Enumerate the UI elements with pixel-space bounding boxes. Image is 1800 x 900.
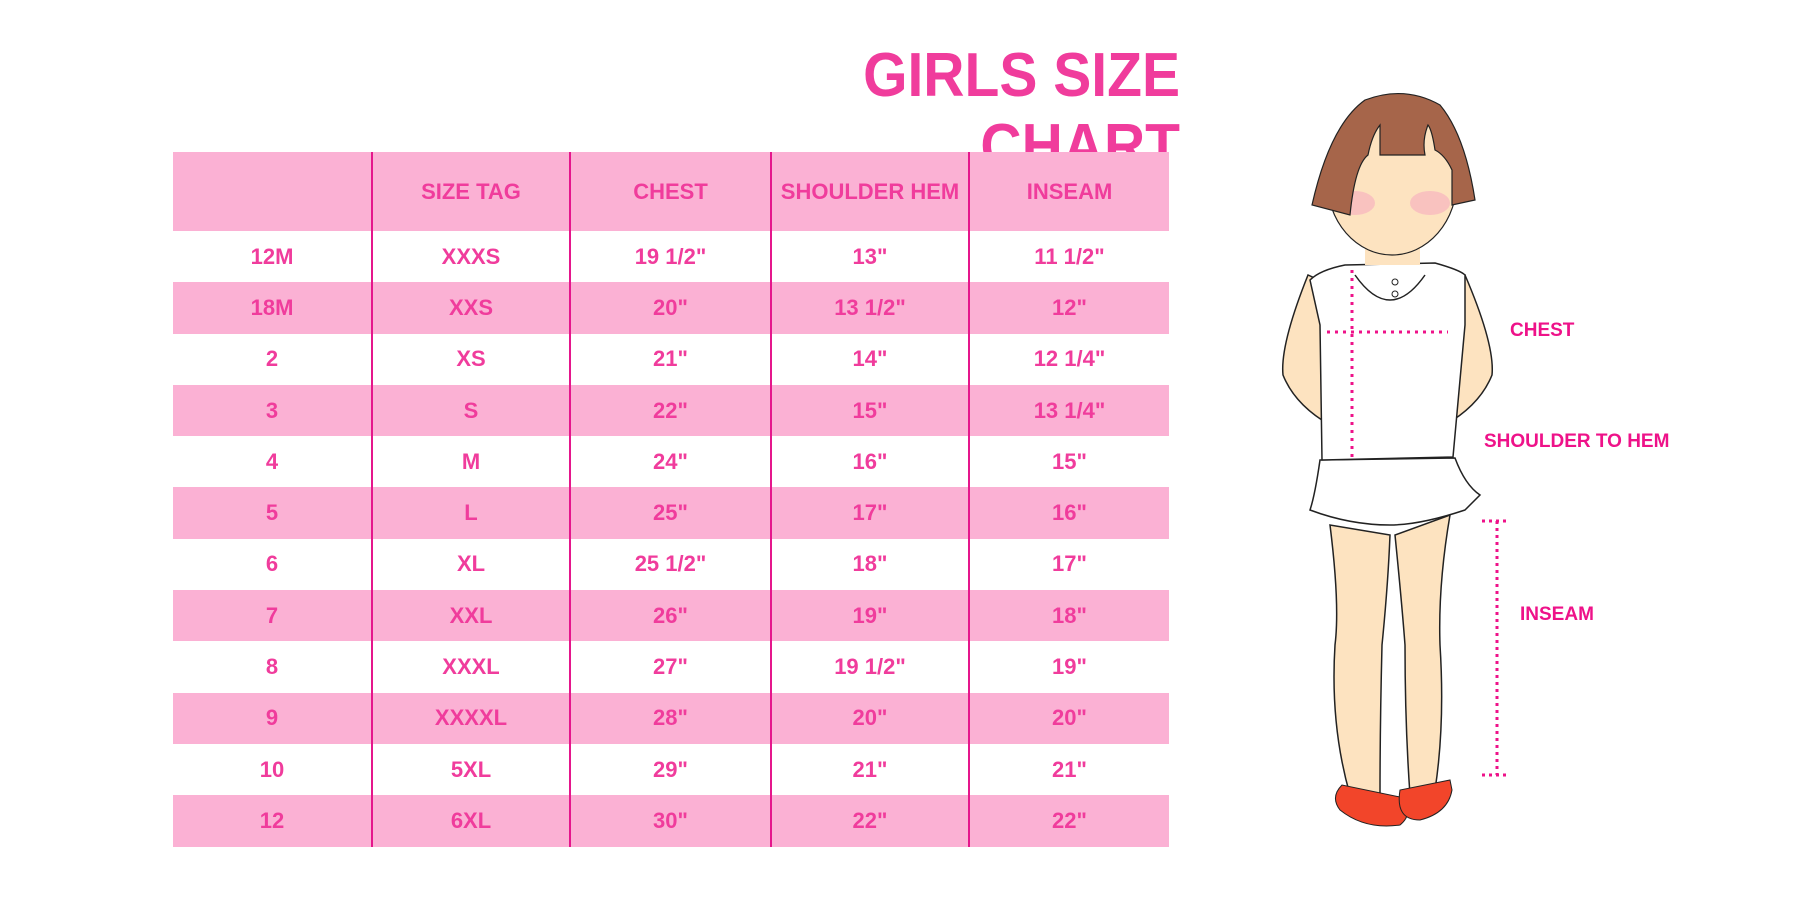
table-cell: 19" bbox=[968, 641, 1169, 693]
table-header-row: SIZE TAG CHEST SHOULDER HEM INSEAM bbox=[173, 152, 1169, 231]
table-cell: XXXS bbox=[371, 231, 570, 283]
table-cell: 9 bbox=[173, 692, 372, 744]
table-cell: 18" bbox=[968, 590, 1169, 642]
table-cell: 13 1/4" bbox=[968, 384, 1169, 437]
table-cell: 25" bbox=[569, 487, 771, 539]
table-cell: 10 bbox=[259, 756, 285, 782]
table-cell: 22" bbox=[569, 384, 771, 437]
table-row: 7 XXL 26" 19" 18" bbox=[173, 590, 1169, 642]
table-cell: 12 bbox=[173, 795, 372, 847]
inseam-label: INSEAM bbox=[1520, 604, 1594, 625]
table-cell: 21" bbox=[569, 333, 771, 385]
table-cell: 22" bbox=[968, 795, 1169, 847]
table-cell: 13 1/2" bbox=[770, 282, 969, 334]
table-cell: 15" bbox=[770, 384, 969, 437]
table-cell: 4 bbox=[265, 448, 279, 474]
size-table: SIZE TAG CHEST SHOULDER HEM INSEAM 12M XXXS 1… bbox=[173, 152, 1169, 847]
table-cell: 12M bbox=[250, 243, 294, 269]
table-cell: 21" bbox=[968, 743, 1169, 796]
table-cell: 21" bbox=[770, 743, 969, 796]
table-cell: 12 1/4" bbox=[968, 333, 1169, 385]
column-header bbox=[173, 152, 372, 231]
table-cell: 19" bbox=[770, 590, 969, 642]
table-cell: S bbox=[371, 384, 570, 437]
page-title: GIRLS SIZE CHART bbox=[863, 41, 1180, 181]
table-cell: 13" bbox=[770, 231, 969, 283]
table-cell: 17" bbox=[770, 487, 969, 539]
table-cell: 20" bbox=[968, 692, 1169, 744]
table-cell: 14" bbox=[770, 333, 969, 385]
table-cell: 18M bbox=[173, 282, 372, 334]
table-cell: 17" bbox=[968, 538, 1169, 591]
table-cell: 11 1/2" bbox=[968, 231, 1169, 283]
table-cell: 6 bbox=[265, 551, 279, 577]
table-cell: XXXXL bbox=[371, 692, 570, 744]
table-row: 12 6XL 30" 22" 22" bbox=[173, 795, 1169, 847]
chest-label: CHEST bbox=[1510, 320, 1575, 341]
girl-illustration bbox=[1281, 92, 1508, 827]
table-row: 8 XXXL 27" 19 1/2" 19" bbox=[173, 641, 1169, 693]
table-cell: 20" bbox=[770, 692, 969, 744]
table-cell: 8 bbox=[265, 654, 279, 680]
table-cell: 3 bbox=[173, 384, 372, 437]
table-row: 2 XS 21" 14" 12 1/4" bbox=[173, 333, 1169, 385]
column-header: INSEAM bbox=[968, 152, 1169, 231]
table-row: 10 5XL 29" 21" 21" bbox=[173, 743, 1169, 796]
table-cell: L bbox=[371, 487, 570, 539]
shoe-left bbox=[1335, 784, 1408, 827]
table-cell: 16" bbox=[968, 487, 1169, 539]
table-row: 12M XXXS 19 1/2" 13" 11 1/2" bbox=[173, 231, 1169, 283]
table-row: 4 M 24" 16" 15" bbox=[173, 436, 1169, 488]
table-cell: 5 bbox=[173, 487, 372, 539]
table-cell: 24" bbox=[569, 436, 771, 488]
table-cell: M bbox=[371, 436, 570, 488]
table-cell: XXS bbox=[371, 282, 570, 334]
table-cell: 30" bbox=[569, 795, 771, 847]
table-cell: 26" bbox=[569, 590, 771, 642]
table-row: 3 S 22" 15" 13 1/4" bbox=[173, 384, 1169, 437]
shoe-right bbox=[1398, 779, 1453, 821]
table-cell: 19 1/2" bbox=[569, 231, 771, 283]
table-cell: 19 1/2" bbox=[770, 641, 969, 693]
table-row: 5 L 25" 17" 16" bbox=[173, 487, 1169, 539]
table-cell: 5XL bbox=[371, 743, 570, 796]
table-row: 18M XXS 20" 13 1/2" 12" bbox=[173, 282, 1169, 334]
table-cell: XL bbox=[371, 538, 570, 591]
table-cell: 16" bbox=[770, 436, 969, 488]
column-header: SHOULDER HEM bbox=[770, 152, 969, 231]
table-cell: 18" bbox=[770, 538, 969, 591]
table-row: 9 XXXXL 28" 20" 20" bbox=[173, 692, 1169, 744]
hair bbox=[1311, 92, 1476, 216]
table-cell: 25 1/2" bbox=[569, 538, 771, 591]
table-cell: 12" bbox=[968, 282, 1169, 334]
table-cell: 6XL bbox=[371, 795, 570, 847]
shoulder-to-hem-label: SHOULDER TO HEM bbox=[1484, 431, 1670, 452]
table-cell: 2 bbox=[265, 346, 279, 372]
table-cell: 15" bbox=[968, 436, 1169, 488]
table-cell: XXXL bbox=[371, 641, 570, 693]
column-header: CHEST bbox=[569, 152, 771, 231]
table-row: 6 XL 25 1/2" 18" 17" bbox=[173, 538, 1169, 591]
table-cell: 20" bbox=[569, 282, 771, 334]
table-cell: 7 bbox=[173, 590, 372, 642]
table-cell: 22" bbox=[770, 795, 969, 847]
table-cell: 27" bbox=[569, 641, 771, 693]
table-cell: XXL bbox=[371, 590, 570, 642]
table-cell: XS bbox=[371, 333, 570, 385]
column-header: SIZE TAG bbox=[371, 152, 570, 231]
table-cell: 29" bbox=[569, 743, 771, 796]
table-cell: 28" bbox=[569, 692, 771, 744]
